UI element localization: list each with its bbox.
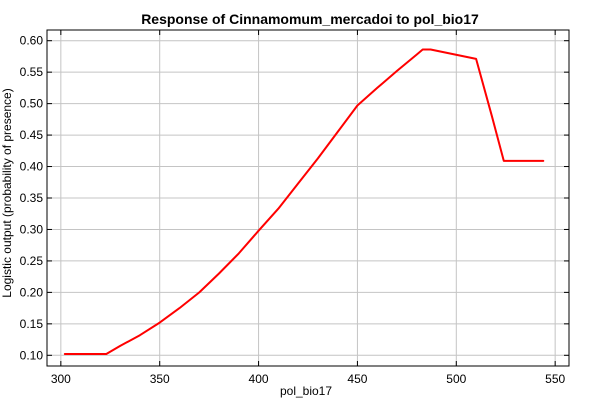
- x-axis-label: pol_bio17: [280, 384, 332, 398]
- x-tick-label: 350: [150, 372, 170, 386]
- x-tick-label: 300: [51, 372, 71, 386]
- series-layer: [63, 48, 545, 355]
- y-tick-label: 0.10: [20, 348, 44, 362]
- y-tick-label: 0.50: [20, 97, 44, 111]
- y-tick-label: 0.20: [20, 285, 44, 299]
- x-tick-label: 500: [446, 372, 466, 386]
- response-curve-line: [63, 48, 545, 355]
- y-tick-label: 0.40: [20, 160, 44, 174]
- y-tick-label: 0.35: [20, 191, 44, 205]
- axis-ticks: 300 350 400 450 500 550 0.10 0.15 0.20 0.25 0.30 0.…: [20, 30, 569, 386]
- y-tick-label: 0.60: [20, 34, 44, 48]
- chart-title: Response of Cinnamomum_mercadoi to pol_b…: [141, 11, 479, 27]
- y-tick-label: 0.45: [20, 128, 44, 142]
- x-tick-label: 550: [545, 372, 565, 386]
- y-tick-label: 0.15: [20, 317, 44, 331]
- x-tick-label: 400: [249, 372, 269, 386]
- y-tick-label: 0.30: [20, 222, 44, 236]
- y-tick-label: 0.55: [20, 65, 44, 79]
- y-axis-label: Logistic output (probability of presence…: [0, 88, 14, 297]
- gridlines: [47, 30, 569, 366]
- x-tick-label: 450: [347, 372, 367, 386]
- y-tick-label: 0.25: [20, 254, 44, 268]
